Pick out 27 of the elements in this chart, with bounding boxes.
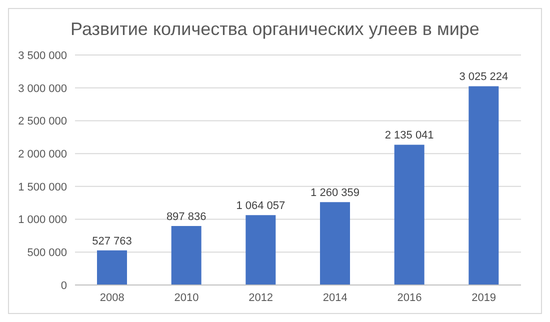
y-tick-label: 3 500 000 (18, 50, 67, 62)
bar (394, 144, 424, 285)
x-tick-label: 2014 (322, 292, 348, 304)
x-tick-label: 2016 (397, 292, 422, 304)
bar (171, 226, 202, 285)
y-tick-label: 0 (60, 280, 67, 292)
y-tick-label: 1 500 000 (18, 181, 67, 194)
data-label: 1 260 359 (310, 187, 360, 200)
data-label: 897 836 (166, 211, 206, 223)
data-label: 527 763 (92, 235, 132, 248)
data-label: 3 025 224 (459, 71, 508, 84)
y-tick-label: 500 000 (27, 247, 67, 260)
data-label: 2 135 041 (384, 130, 434, 142)
x-tick-label: 2012 (248, 292, 274, 304)
y-tick-label: 3 000 000 (18, 82, 67, 95)
bar (97, 250, 127, 285)
y-tick-label: 1 000 000 (18, 214, 67, 226)
bar (468, 86, 499, 285)
x-tick-label: 2010 (174, 292, 199, 304)
bar (320, 202, 350, 285)
x-tick-label: 2019 (472, 292, 496, 304)
y-tick-label: 2 000 000 (18, 148, 67, 160)
data-label: 1 064 057 (236, 200, 286, 212)
bar (246, 215, 276, 285)
y-tick-label: 2 500 000 (18, 116, 67, 128)
chart-title: Развитие количества органических улеев в мире (70, 18, 480, 41)
x-tick-label: 2008 (100, 292, 124, 304)
